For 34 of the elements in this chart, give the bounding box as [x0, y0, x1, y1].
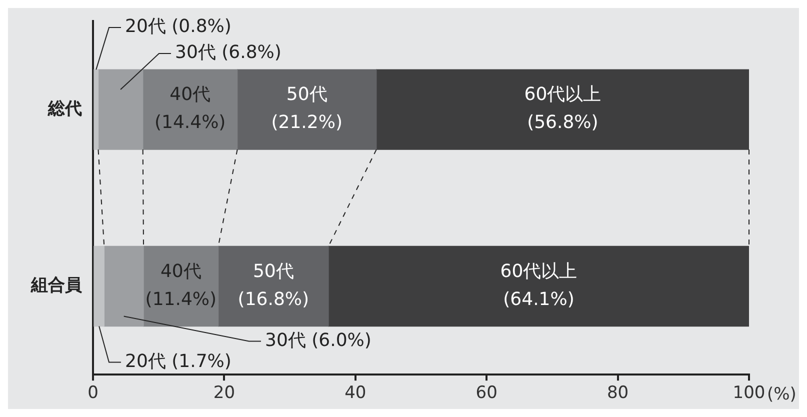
text: 30代 (6.0%) — [265, 330, 372, 351]
x-tick-label: 80 — [606, 383, 629, 404]
bar — [236, 69, 377, 150]
text: 20代 (1.7%) — [125, 350, 232, 372]
text: 30代 (6.8%) — [175, 42, 282, 64]
text: 50代 — [252, 260, 294, 282]
bar — [218, 246, 329, 327]
bar — [94, 69, 99, 150]
x-axis-title: (%) — [767, 384, 796, 405]
x-tick-label: 100 — [732, 383, 766, 404]
text: 20代 (0.8%) — [125, 16, 232, 38]
text: 40代 — [160, 260, 202, 282]
data-label: (64.1%) — [503, 288, 574, 310]
data-label: (56.8%) — [527, 112, 598, 134]
data-label: (21.2%) — [271, 112, 342, 134]
series-label: 50代 — [286, 84, 328, 106]
text: 60代以上 — [500, 260, 578, 282]
bar — [142, 69, 238, 150]
bar — [94, 246, 104, 327]
series-label: 40代 — [170, 84, 211, 106]
bar — [328, 246, 749, 327]
bar — [104, 246, 144, 327]
data-label: (14.4%) — [154, 112, 226, 134]
y-tick-label: 組合員 — [30, 276, 83, 296]
bar — [98, 69, 144, 150]
x-tick-label: 20 — [213, 383, 236, 404]
series-label: 60代以上 — [524, 84, 602, 106]
y-tick-label: 総代 — [47, 98, 82, 119]
x-tick-label: 40 — [344, 383, 366, 404]
x-tick-label: 60 — [476, 383, 498, 404]
bar — [376, 69, 749, 150]
data-label: (16.8%) — [238, 288, 310, 310]
x-tick-label: 0 — [88, 383, 98, 404]
data-label: (11.4%) — [145, 288, 217, 310]
